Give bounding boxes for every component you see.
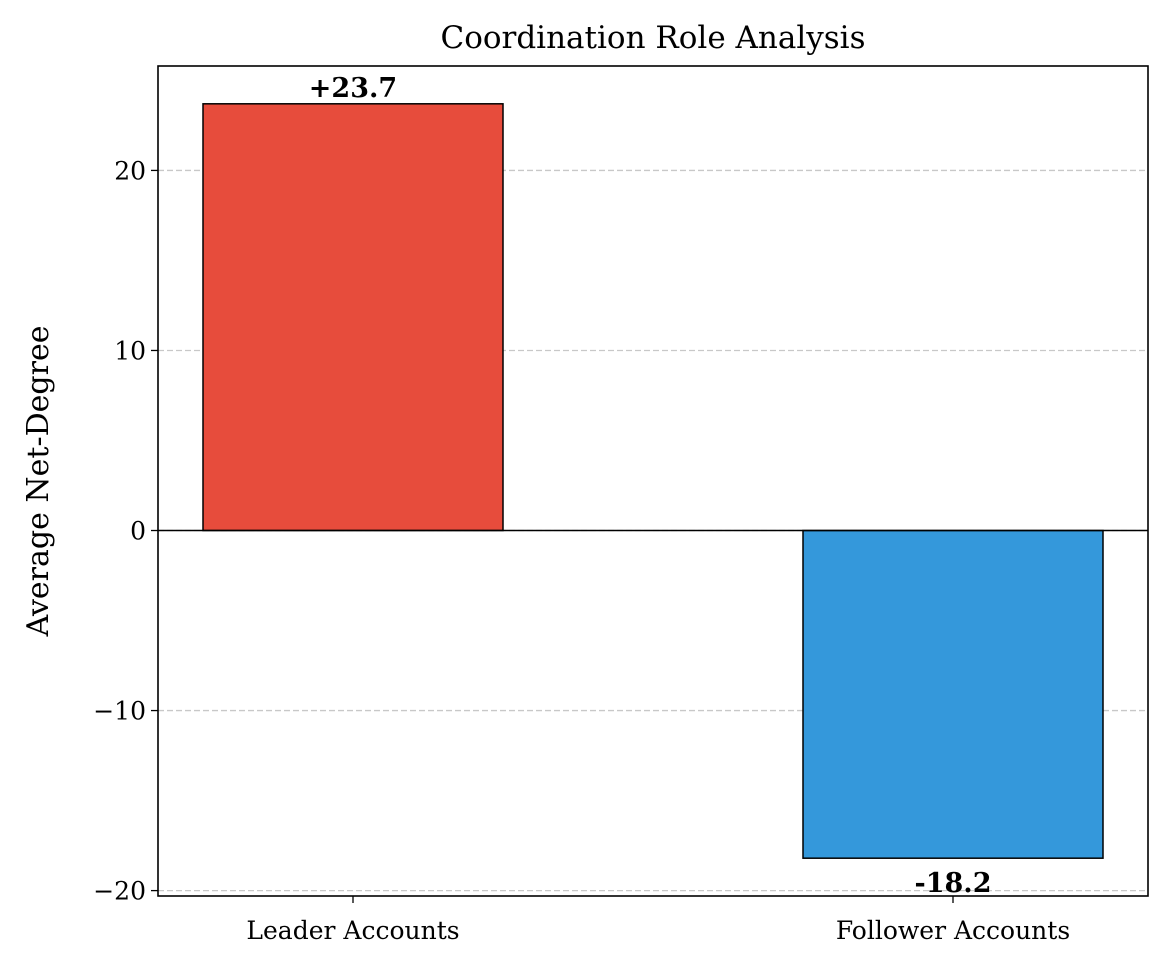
- bar: [802, 529, 1104, 859]
- y-tick-label: 0: [130, 517, 146, 546]
- y-tick-label: 20: [114, 156, 146, 185]
- bar: [202, 103, 504, 532]
- y-tick-label: −10: [93, 697, 146, 726]
- x-tick-label: Follower Accounts: [836, 916, 1070, 945]
- value-label: +23.7: [309, 73, 397, 104]
- x-tick-label: Leader Accounts: [246, 916, 459, 945]
- y-tick-label: 10: [114, 336, 146, 365]
- y-tick-label: −20: [93, 877, 146, 906]
- chart-title: Coordination Role Analysis: [440, 20, 865, 56]
- y-axis-label: Average Net-Degree: [21, 326, 56, 638]
- plot-frame: [157, 65, 1149, 897]
- value-label: -18.2: [915, 868, 992, 899]
